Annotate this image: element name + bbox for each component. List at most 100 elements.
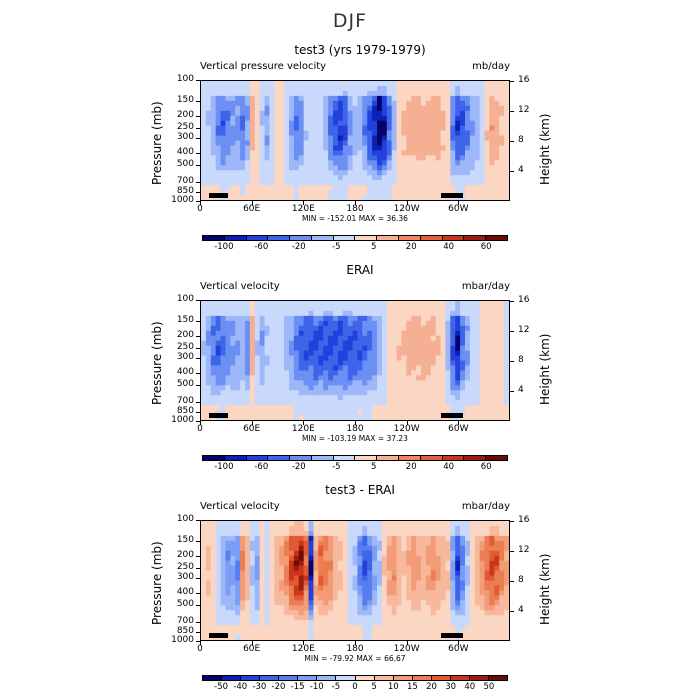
field-cell xyxy=(225,390,231,396)
field-cell xyxy=(474,85,481,92)
field-cell xyxy=(474,625,481,631)
field-cell xyxy=(357,110,363,117)
field-cell xyxy=(391,135,398,142)
field-cell xyxy=(494,145,500,152)
field-cell xyxy=(215,545,222,552)
field-cell xyxy=(318,605,324,611)
field-cell xyxy=(416,140,422,147)
field-cell xyxy=(494,625,500,631)
field-cell xyxy=(435,540,442,547)
field-cell xyxy=(337,395,344,401)
field-cell xyxy=(235,600,241,606)
field-cell xyxy=(484,150,491,156)
field-cell xyxy=(235,365,241,372)
field-cell xyxy=(430,585,437,592)
field-cell xyxy=(377,540,383,547)
field-cell xyxy=(411,180,417,186)
field-cell xyxy=(386,95,393,102)
field-cell xyxy=(303,165,310,171)
field-cell xyxy=(499,560,505,567)
field-cell xyxy=(328,140,334,147)
field-cell xyxy=(499,630,505,636)
field-cell xyxy=(205,95,212,102)
field-cell xyxy=(455,180,461,186)
y-tick-mark xyxy=(196,402,200,404)
field-cell xyxy=(440,110,447,117)
field-cell xyxy=(259,165,266,171)
field-cell xyxy=(293,130,300,137)
field-cell xyxy=(318,395,324,401)
field-cell xyxy=(386,140,393,147)
field-cell xyxy=(289,545,295,552)
field-cell xyxy=(235,305,241,312)
field-cell xyxy=(347,305,354,312)
field-cell xyxy=(333,165,339,171)
field-cell xyxy=(264,580,271,587)
field-cell xyxy=(421,85,427,92)
field-cell xyxy=(479,375,486,381)
field-cell xyxy=(489,81,495,87)
field-cell xyxy=(396,135,403,142)
field-cell xyxy=(279,335,285,342)
height-tick-label: 16 xyxy=(518,294,530,305)
field-cell xyxy=(474,130,481,137)
field-cell xyxy=(323,380,329,386)
field-cell xyxy=(465,615,471,621)
field-cell xyxy=(230,610,236,616)
field-cell xyxy=(499,125,505,132)
field-cell xyxy=(386,521,393,527)
field-cell xyxy=(269,320,275,327)
field-cell xyxy=(225,540,231,547)
field-cell xyxy=(318,140,324,147)
field-cell xyxy=(455,330,461,337)
field-cell xyxy=(425,600,432,606)
field-cell xyxy=(264,90,271,97)
field-cell xyxy=(499,85,505,92)
field-cell xyxy=(225,630,231,636)
field-cell xyxy=(425,120,432,127)
field-cell xyxy=(357,190,363,196)
field-cell xyxy=(328,160,334,166)
field-cell xyxy=(254,405,261,411)
y-tick-mark xyxy=(196,128,200,130)
field-cell xyxy=(293,570,300,577)
field-cell xyxy=(269,570,275,577)
field-cell xyxy=(210,625,217,631)
field-cell xyxy=(318,410,324,416)
field-cell xyxy=(205,125,212,132)
field-cell xyxy=(313,400,319,406)
field-cell xyxy=(249,110,256,117)
field-cell xyxy=(421,355,427,362)
field-cell xyxy=(416,615,422,621)
field-cell xyxy=(440,390,447,396)
field-cell xyxy=(201,150,207,156)
field-cell xyxy=(411,605,417,611)
field-cell xyxy=(240,605,246,611)
field-cell xyxy=(372,550,378,557)
field-cell xyxy=(469,145,476,152)
field-cell xyxy=(308,590,315,596)
field-cell xyxy=(269,90,275,97)
field-cell xyxy=(279,315,285,322)
field-cell xyxy=(303,535,310,542)
field-cell xyxy=(210,81,217,87)
field-cell xyxy=(357,605,363,611)
field-cell xyxy=(289,105,295,112)
field-cell xyxy=(220,610,227,616)
field-cell xyxy=(372,521,378,527)
field-cell xyxy=(479,365,486,372)
field-cell xyxy=(254,350,261,357)
field-cell xyxy=(342,360,349,367)
field-cell xyxy=(269,530,275,537)
field-cell xyxy=(220,355,227,362)
field-cell xyxy=(308,150,315,156)
field-cell xyxy=(440,610,447,616)
field-cell xyxy=(298,85,305,92)
field-cell xyxy=(411,385,417,391)
field-cell xyxy=(201,100,207,107)
field-cell xyxy=(465,570,471,577)
field-cell xyxy=(308,565,315,572)
field-cell xyxy=(406,170,412,176)
field-cell xyxy=(215,340,222,347)
field-cell xyxy=(377,90,383,97)
